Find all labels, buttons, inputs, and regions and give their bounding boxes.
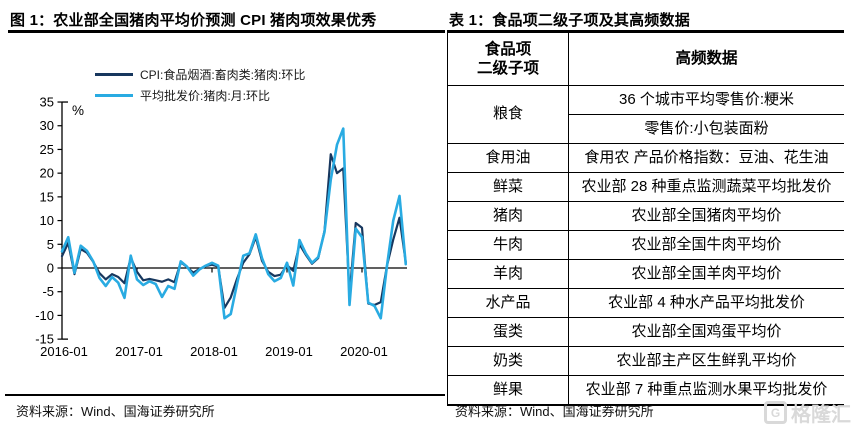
food-items-table: 食品项 二级子项 高频数据 粮食 36 个城市平均零售价:粳米 零售价:小包装面粉食…: [447, 33, 844, 406]
food-item-cell: 粮食: [447, 85, 569, 144]
food-item-cell: 食用油: [447, 143, 569, 173]
high-freq-data-cell: 零售价:小包装面粉: [568, 114, 844, 144]
gelonghui-watermark-text: 格隆汇: [791, 404, 851, 426]
high-freq-data-cell: 农业部 4 种水产品平均批发价: [568, 288, 844, 318]
y-axis-tick-label: -15: [35, 332, 54, 347]
y-axis-tick-label: 25: [40, 142, 54, 157]
x-axis-tick-label: 2018-01: [190, 344, 238, 359]
y-axis-tick-label: 5: [47, 237, 54, 252]
chart-legend: CPI:食品烟酒:畜肉类:猪肉:环比 平均批发价:猪肉:月:环比: [95, 65, 305, 104]
legend-line-swatch: [95, 72, 133, 76]
y-axis-tick-label: -10: [35, 308, 54, 323]
legend-label: 平均批发价:猪肉:月:环比: [140, 88, 271, 103]
table-row: 猪肉 农业部全国猪肉平均价: [447, 201, 844, 231]
food-item-cell: 奶类: [447, 346, 569, 376]
high-freq-data-cell: 农业部全国鸡蛋平均价: [568, 317, 844, 347]
high-freq-data-cell: 农业部全国羊肉平均价: [568, 259, 844, 289]
high-freq-data-cell: 农业部 7 种重点监测水果平均批发价: [568, 375, 844, 406]
x-axis-tick-label: 2020-01: [340, 344, 388, 359]
table-row: 粮食 36 个城市平均零售价:粳米: [447, 85, 844, 144]
gelonghui-watermark: G 格隆汇: [764, 398, 851, 427]
table-row: 鲜菜 农业部 28 种重点监测蔬菜平均批发价: [447, 172, 844, 202]
high-freq-data-cell: 农业部 28 种重点监测蔬菜平均批发价: [568, 172, 844, 202]
legend-line-swatch: [95, 93, 133, 97]
food-item-cell: 鲜果: [447, 375, 569, 406]
y-axis-tick-label: -5: [42, 284, 54, 299]
avg-wholesale-price-line: [60, 127, 408, 320]
figure-title-rule: [8, 30, 445, 33]
y-axis-tick-label: 0: [47, 261, 54, 276]
x-axis-tick-label: 2019-01: [265, 344, 313, 359]
table-row: 鲜果 农业部 7 种重点监测水果平均批发价: [447, 375, 844, 406]
y-axis-tick-label: 15: [40, 189, 54, 204]
legend-label: CPI:食品烟酒:畜肉类:猪肉:环比: [140, 67, 306, 82]
high-freq-data-cell: 农业部全国牛肉平均价: [568, 230, 844, 260]
header-high-freq-data: 高频数据: [568, 33, 844, 86]
high-freq-data-cell: 农业部主产区生鲜乳平均价: [568, 346, 844, 376]
table-source: 资料来源：Wind、国海证券研究所: [455, 404, 654, 419]
table-title-rule: [447, 30, 844, 33]
figure-source: 资料来源：Wind、国海证券研究所: [16, 404, 215, 419]
figure-bottom-rule: [5, 394, 445, 396]
high-freq-data-cell: 36 个城市平均零售价:粳米: [568, 85, 844, 115]
y-axis-tick-label: 30: [40, 118, 54, 133]
table-header-row: 食品项 二级子项 高频数据: [447, 33, 844, 86]
y-axis-unit-label: %: [72, 103, 85, 118]
table-row: 零售价:小包装面粉: [448, 114, 844, 144]
table-row: 蛋类 农业部全国鸡蛋平均价: [447, 317, 844, 347]
table-header: 食品项 二级子项 高频数据: [447, 33, 844, 86]
food-item-cell: 鲜菜: [447, 172, 569, 202]
legend-item: 平均批发价:猪肉:月:环比: [95, 86, 305, 104]
y-axis-tick-label: 10: [40, 213, 54, 228]
header-food-subitem: 食品项 二级子项: [447, 33, 569, 86]
food-item-cell: 水产品: [447, 288, 569, 318]
table-title: 表 1：食品项二级子项及其高频数据: [449, 12, 690, 29]
y-axis-tick-label: 20: [40, 166, 54, 181]
table-row: 水产品 农业部 4 种水产品平均批发价: [447, 288, 844, 318]
table-row: 奶类 农业部主产区生鲜乳平均价: [447, 346, 844, 376]
food-item-cell: 蛋类: [447, 317, 569, 347]
cpi-pork-mom-line: [60, 153, 407, 309]
figure-title: 图 1：农业部全国猪肉平均价预测 CPI 猪肉项效果优秀: [10, 12, 377, 29]
legend-item: CPI:食品烟酒:畜肉类:猪肉:环比: [95, 65, 305, 83]
table-row: 羊肉 农业部全国羊肉平均价: [447, 259, 844, 289]
high-freq-data-cell: 农业部全国猪肉平均价: [568, 201, 844, 231]
gelonghui-logo-icon: G: [764, 401, 787, 424]
y-axis-tick-label: 35: [40, 95, 54, 110]
high-freq-data-cell: 食用农 产品价格指数：豆油、花生油: [568, 143, 844, 173]
table-row: 食用油 食用农 产品价格指数：豆油、花生油: [447, 143, 844, 173]
x-axis-tick-label: 2017-01: [115, 344, 163, 359]
table-row: 牛肉 农业部全国牛肉平均价: [447, 230, 844, 260]
food-table-body: 粮食 36 个城市平均零售价:粳米 零售价:小包装面粉 食用油 食用农 产品价格指数：豆…: [447, 85, 844, 406]
food-item-cell: 牛肉: [447, 230, 569, 260]
food-item-cell: 羊肉: [447, 259, 569, 289]
food-item-cell: 猪肉: [447, 201, 569, 231]
x-axis-tick-label: 2016-01: [40, 344, 88, 359]
